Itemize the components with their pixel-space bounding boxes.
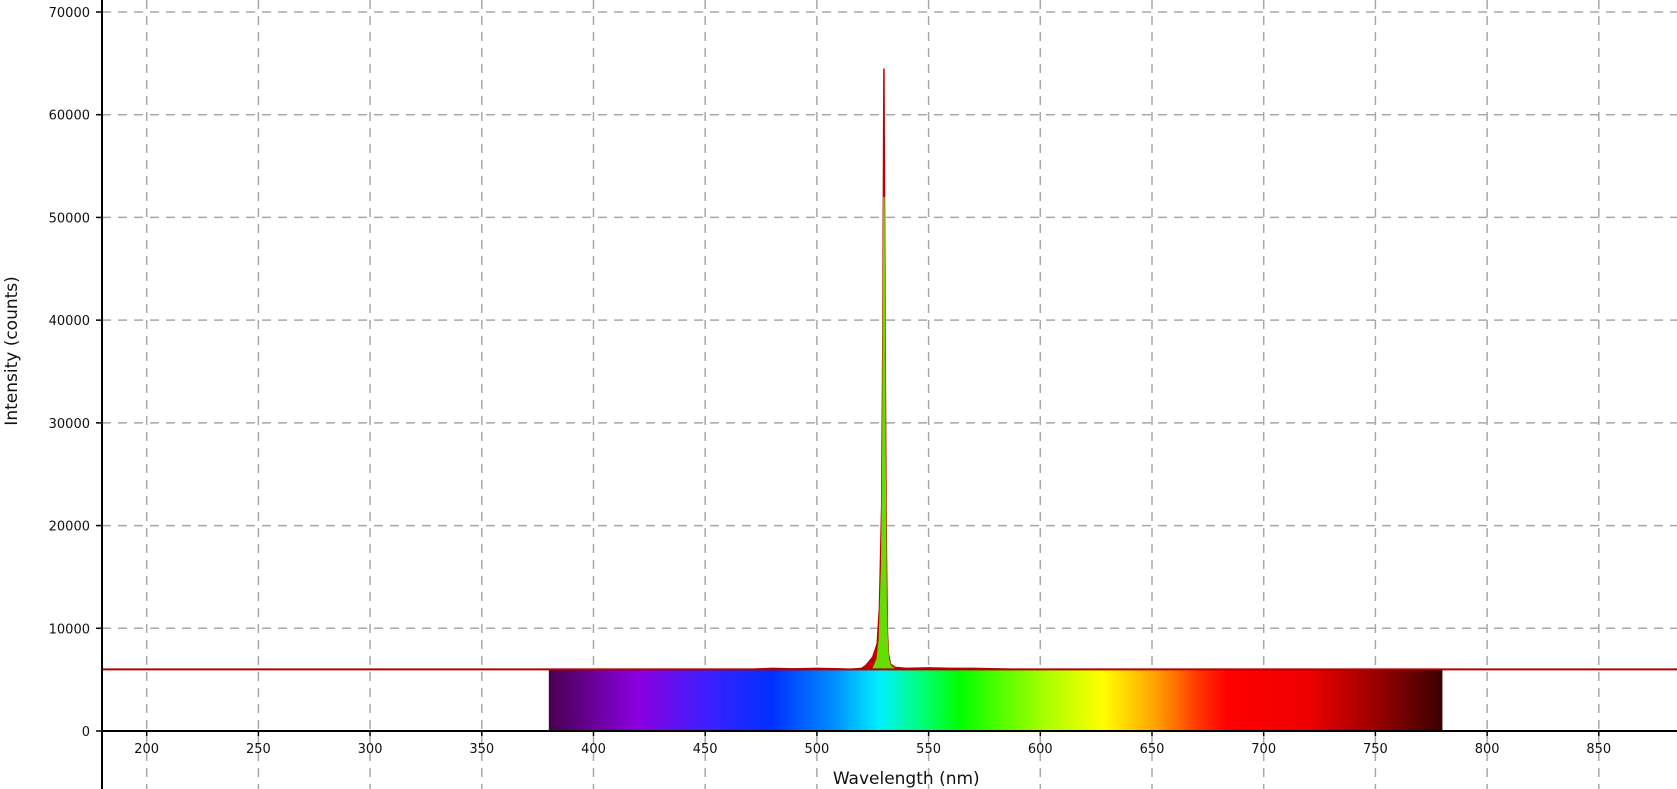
x-tick-label-9: 650 — [1140, 742, 1165, 757]
y-tick-label-0: 0 — [82, 725, 90, 740]
y-tick-label-3: 30000 — [49, 417, 90, 432]
x-tick-label-2: 300 — [358, 742, 383, 757]
y-tick-label-7: 70000 — [49, 6, 90, 21]
series-layer — [548, 68, 1041, 671]
series-1-line — [871, 196, 898, 671]
y-tick-label-6: 60000 — [49, 109, 90, 124]
x-axis-label: Wavelength (nm) — [833, 769, 980, 789]
x-tick-label-11: 750 — [1363, 742, 1388, 757]
x-tick-label-13: 850 — [1586, 742, 1611, 757]
x-tick-label-0: 200 — [134, 742, 159, 757]
y-tick-label-1: 10000 — [49, 622, 90, 637]
x-tick-label-12: 800 — [1475, 742, 1500, 757]
x-tick-labels: 200 250 300 350 400 450 500 550 600 650 700 750 800 8… — [134, 731, 1611, 757]
y-tick-labels: 0 10000 20000 30000 40000 50000 60000 70000 — [49, 6, 102, 740]
axes — [101, 0, 1677, 789]
y-axis-label: Intensity (counts) — [2, 276, 22, 425]
series-0-line — [548, 68, 1041, 671]
x-tick-label-7: 550 — [916, 742, 941, 757]
x-tick-label-10: 700 — [1251, 742, 1276, 757]
x-tick-label-1: 250 — [246, 742, 271, 757]
x-tick-label-4: 400 — [581, 742, 606, 757]
y-tick-label-4: 40000 — [49, 314, 90, 329]
x-tick-label-6: 500 — [804, 742, 829, 757]
y-tick-label-2: 20000 — [49, 520, 90, 535]
x-tick-label-5: 450 — [693, 742, 718, 757]
x-tick-label-3: 350 — [469, 742, 494, 757]
y-tick-label-5: 50000 — [49, 211, 90, 226]
visible-spectrum-band — [548, 669, 1443, 731]
x-tick-label-8: 600 — [1028, 742, 1053, 757]
